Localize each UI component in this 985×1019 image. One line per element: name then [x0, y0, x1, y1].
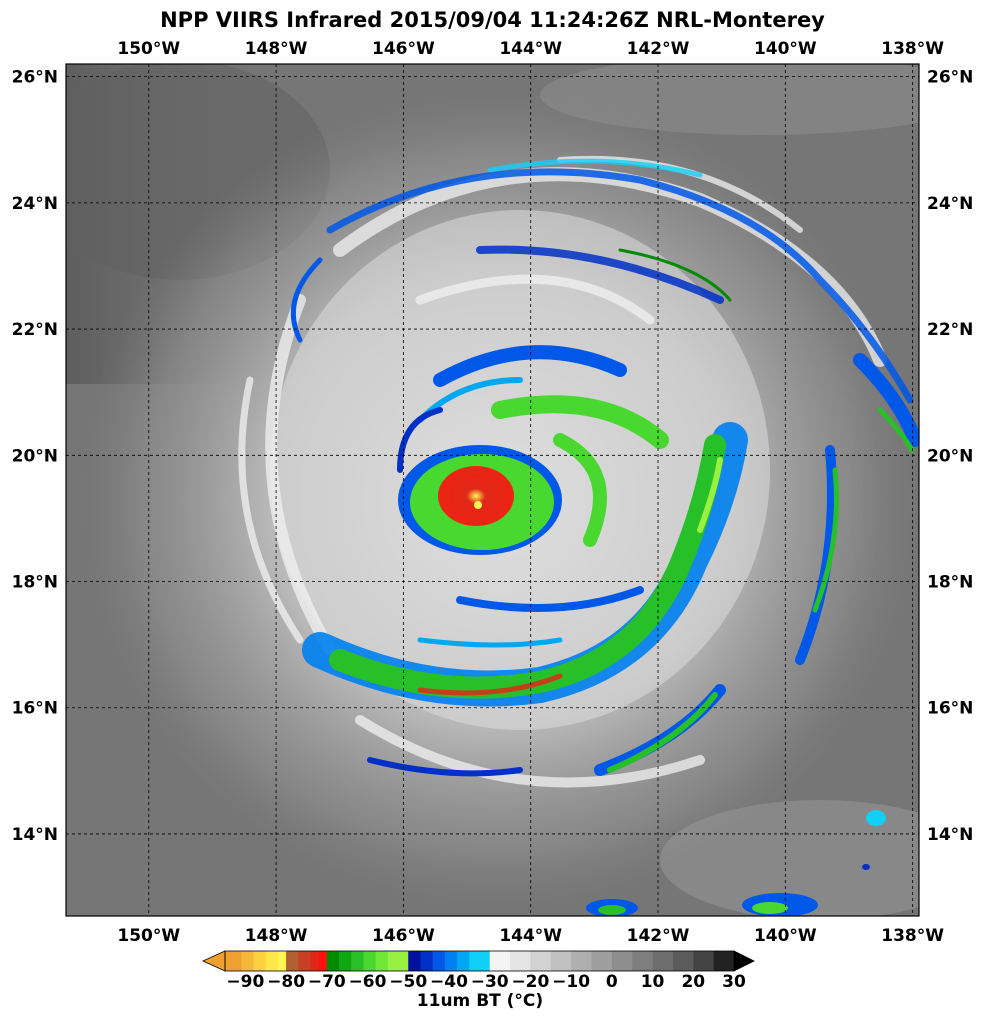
map-gridlines — [66, 64, 919, 916]
longitude-label: 138°W — [881, 39, 944, 59]
colorbar-segment — [672, 951, 694, 971]
colorbar-outline — [224, 950, 735, 972]
colorbar-segment — [225, 951, 242, 971]
colorbar-tick-label: −70 — [308, 972, 346, 992]
latitude-label: 16°N — [12, 699, 58, 719]
latitude-label: 24°N — [927, 194, 973, 214]
latitude-label: 24°N — [12, 194, 58, 214]
latitude-label: 22°N — [927, 320, 973, 340]
longitude-label: 140°W — [754, 926, 817, 946]
latitude-label: 18°N — [927, 573, 973, 593]
colorbar-segment — [318, 951, 328, 971]
colorbar-tick-label: −30 — [471, 972, 509, 992]
latitude-label: 14°N — [927, 825, 973, 845]
longitude-label: 142°W — [627, 926, 690, 946]
longitude-label: 150°W — [117, 926, 180, 946]
latitude-label: 18°N — [12, 573, 58, 593]
longitude-label: 146°W — [372, 926, 435, 946]
colorbar-segment — [339, 951, 352, 971]
longitude-label: 144°W — [499, 926, 562, 946]
colorbar-min-extension — [202, 950, 226, 972]
colorbar-segment — [469, 951, 491, 971]
latitude-label: 26°N — [12, 68, 58, 88]
colorbar: −90 −80 −70 −60 −50 −40 −30 −20 −10 0 10 20 30 11um … — [202, 950, 755, 1011]
longitude-label: 142°W — [627, 39, 690, 59]
colorbar-tick-label: −80 — [267, 972, 305, 992]
colorbar-segment — [310, 951, 320, 971]
latitude-label: 22°N — [12, 320, 58, 340]
colorbar-segment — [611, 951, 633, 971]
colorbar-segment — [457, 951, 470, 971]
colorbar-segment — [550, 951, 572, 971]
colorbar-tick-label: 30 — [722, 972, 746, 992]
latitude-label: 14°N — [12, 825, 58, 845]
colorbar-segment — [286, 951, 299, 971]
colorbar-segment — [530, 951, 552, 971]
colorbar-segment — [713, 951, 735, 971]
colorbar-segments — [202, 950, 755, 972]
longitude-label: 148°W — [245, 926, 308, 946]
colorbar-segment — [298, 951, 312, 971]
latitude-label: 20°N — [12, 446, 58, 466]
colorbar-tick-label: 0 — [606, 972, 618, 992]
colorbar-tick-label: −60 — [349, 972, 387, 992]
colorbar-segment — [363, 951, 377, 971]
longitude-label: 138°W — [881, 926, 944, 946]
colorbar-segment — [571, 951, 592, 971]
colorbar-segment — [277, 951, 287, 971]
colorbar-segment — [408, 951, 421, 971]
colorbar-tick-label: −10 — [552, 972, 590, 992]
colorbar-max-extension — [733, 950, 755, 972]
colorbar-segment — [265, 951, 279, 971]
satellite-imagery — [66, 64, 919, 916]
colorbar-tick-label: −20 — [511, 972, 549, 992]
colorbar-segment — [326, 951, 340, 971]
map-frame — [65, 63, 920, 917]
colorbar-segment — [432, 951, 446, 971]
map-panel: 150°W 148°W 146°W 144°W 142°W 140°W 138°W 150°… — [12, 39, 974, 946]
colorbar-segment — [444, 951, 458, 971]
colorbar-segment — [375, 951, 389, 971]
figure-title: NPP VIIRS Infrared 2015/09/04 11:24:26Z … — [160, 8, 825, 32]
longitude-label: 146°W — [372, 39, 435, 59]
colorbar-segment — [241, 951, 255, 971]
longitude-label: 150°W — [117, 39, 180, 59]
longitude-labels-bottom: 150°W 148°W 146°W 144°W 142°W 140°W 138°W — [117, 926, 944, 946]
colorbar-segment — [591, 951, 613, 971]
colorbar-segment — [693, 951, 715, 971]
colorbar-label: 11um BT (°C) — [417, 991, 543, 1011]
colorbar-segment — [253, 951, 267, 971]
colorbar-tick-label: −90 — [226, 972, 264, 992]
colorbar-segment — [420, 951, 434, 971]
longitude-label: 144°W — [499, 39, 562, 59]
latitude-label: 16°N — [927, 699, 973, 719]
colorbar-segment — [652, 951, 674, 971]
longitude-label: 148°W — [245, 39, 308, 59]
longitude-label: 140°W — [754, 39, 817, 59]
colorbar-tick-label: 20 — [681, 972, 705, 992]
latitude-labels-right: 26°N 24°N 22°N 20°N 18°N 16°N 14°N — [927, 68, 973, 845]
colorbar-segment — [510, 951, 531, 971]
latitude-labels-left: 26°N 24°N 22°N 20°N 18°N 16°N 14°N — [12, 68, 58, 845]
colorbar-tick-label: −40 — [430, 972, 468, 992]
latitude-label: 20°N — [927, 446, 973, 466]
latitude-label: 26°N — [927, 68, 973, 88]
colorbar-segment — [489, 951, 511, 971]
colorbar-tick-labels: −90 −80 −70 −60 −50 −40 −30 −20 −10 0 10 20 30 — [226, 972, 746, 992]
colorbar-segment — [387, 951, 409, 971]
colorbar-segment — [351, 951, 364, 971]
colorbar-tick-label: −50 — [389, 972, 427, 992]
colorbar-segment — [632, 951, 654, 971]
colorbar-tick-label: 10 — [641, 972, 665, 992]
longitude-labels-top: 150°W 148°W 146°W 144°W 142°W 140°W 138°W — [117, 39, 944, 59]
